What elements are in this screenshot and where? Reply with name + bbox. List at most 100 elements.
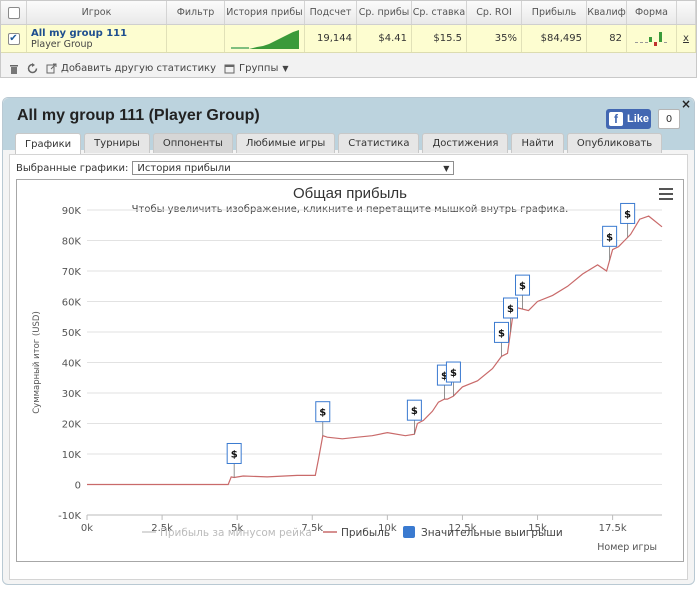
row-checkbox-cell[interactable]: ✔ xyxy=(1,25,27,52)
table-row[interactable]: ✔ All my group 111 Player Group 19,144 $… xyxy=(1,25,696,53)
chart-title: Общая прибыль xyxy=(292,185,408,202)
tab-find[interactable]: Найти xyxy=(511,133,564,153)
chart-select-row: Выбранные графики: История прибыли ▼ xyxy=(16,161,455,175)
profit-history-sparkline xyxy=(225,25,305,52)
player-group-panel: All my group 111 (Player Group) × f Like… xyxy=(2,97,695,585)
legend-label: Прибыль за минусом рейка xyxy=(160,527,312,539)
qualif-cell: 82 xyxy=(587,25,627,52)
tab-publish[interactable]: Опубликовать xyxy=(566,133,663,153)
header-profit-history[interactable]: История прибы xyxy=(225,1,305,24)
add-stat-button[interactable]: Добавить другую статистику xyxy=(46,63,216,74)
big-win-flag xyxy=(445,361,461,383)
filter-cell xyxy=(167,25,225,52)
count-cell: 19,144 xyxy=(305,25,357,52)
chart-plot: -10K 0 10K 20K 30K 40K 50K 60K 70K 80K 90K 0k 2.5k 5k… xyxy=(32,202,663,553)
tab-achievements[interactable]: Достижения xyxy=(422,133,509,153)
chart-menu-icon[interactable] xyxy=(659,188,673,203)
panel-body: Выбранные графики: История прибыли ▼ Общ… xyxy=(9,154,688,580)
profit-cell: $84,495 xyxy=(522,25,587,52)
form-cell xyxy=(627,25,677,52)
big-win-flag-label: $ xyxy=(507,304,514,315)
header-qualif[interactable]: Квалиф xyxy=(587,1,627,24)
avg-roi-cell: 35% xyxy=(467,25,522,52)
remove-row-link[interactable]: x xyxy=(677,25,696,52)
big-win-flag-label: $ xyxy=(498,328,505,339)
external-link-icon xyxy=(46,63,57,73)
profit-series-line xyxy=(87,215,663,486)
select-all-checkbox[interactable] xyxy=(7,6,20,19)
legend-swatch xyxy=(403,526,415,538)
add-stat-label: Добавить другую статистику xyxy=(61,62,217,74)
close-icon[interactable]: × xyxy=(680,97,691,111)
like-label: Like xyxy=(627,113,650,125)
big-win-flag-label: $ xyxy=(606,232,613,243)
x-tick-label: 15k xyxy=(528,523,547,534)
header-avg-profit[interactable]: Ср. прибы xyxy=(357,1,412,24)
header-form[interactable]: Форма xyxy=(627,1,677,24)
y-tick-label: 80K xyxy=(62,237,82,248)
header-empty xyxy=(677,1,696,24)
big-win-flag xyxy=(620,202,636,224)
header-profit[interactable]: Прибыль xyxy=(522,1,587,24)
header-filter[interactable]: Фильтр xyxy=(167,1,225,24)
table-toolbar: Добавить другую статистику Группы ▼ xyxy=(1,57,696,79)
y-tick-label: 10K xyxy=(62,450,82,461)
big-win-flag-label: $ xyxy=(624,209,631,220)
big-win-flag-label: $ xyxy=(450,368,457,379)
big-win-flag-label: $ xyxy=(319,408,326,419)
player-cell[interactable]: All my group 111 Player Group xyxy=(27,25,167,52)
chevron-down-icon: ▼ xyxy=(282,63,289,73)
tab-tournaments[interactable]: Турниры xyxy=(84,133,150,153)
header-avg-roi[interactable]: Ср. ROI xyxy=(467,1,522,24)
chart-select[interactable]: История прибыли ▼ xyxy=(132,161,455,175)
big-win-flag-label: $ xyxy=(519,281,526,292)
y-tick-label: 20K xyxy=(62,420,82,431)
panel-title: All my group 111 (Player Group) xyxy=(17,107,260,124)
y-axis-label: Суммарный итог (USD) xyxy=(32,311,42,414)
sparkline-graph xyxy=(230,29,299,49)
panel-tabs: Графики Турниры Оппоненты Любимые игры С… xyxy=(15,133,663,154)
tab-charts[interactable]: Графики xyxy=(15,133,82,154)
y-tick-label: 40K xyxy=(62,359,82,370)
refresh-icon[interactable] xyxy=(27,62,38,74)
y-tick-label: 60K xyxy=(62,298,82,309)
profit-chart[interactable]: Общая прибыль Чтобы увеличить изображени… xyxy=(16,179,684,562)
y-tick-label: -10K xyxy=(58,511,81,522)
table-header: Игрок Фильтр История прибы Подсчет Ср. п… xyxy=(1,1,696,25)
big-win-flag xyxy=(602,225,618,247)
y-tick-label: 70K xyxy=(62,267,82,278)
big-win-flag xyxy=(226,442,242,464)
header-select-all[interactable] xyxy=(1,1,27,24)
x-tick-label: 5k xyxy=(231,523,243,534)
y-tick-label: 0 xyxy=(75,481,81,492)
chart-select-label: Выбранные графики: xyxy=(16,162,129,174)
facebook-like-button[interactable]: f Like xyxy=(606,109,651,129)
tab-statistics[interactable]: Статистика xyxy=(338,133,420,153)
stats-table-panel: Игрок Фильтр История прибы Подсчет Ср. п… xyxy=(0,0,697,78)
form-bars xyxy=(634,31,667,46)
y-tick-label: 50K xyxy=(62,328,82,339)
tab-favorite-games[interactable]: Любимые игры xyxy=(235,133,336,153)
y-tick-label: 90K xyxy=(62,206,82,217)
x-axis-label: Номер игры xyxy=(597,542,657,553)
header-player[interactable]: Игрок xyxy=(27,1,167,24)
x-tick-label: 0k xyxy=(81,523,93,534)
groups-icon xyxy=(224,64,235,73)
groups-dropdown[interactable]: Группы ▼ xyxy=(224,63,289,74)
like-count: 0 xyxy=(658,109,680,129)
big-win-flag-label: $ xyxy=(441,371,448,382)
tab-opponents[interactable]: Оппоненты xyxy=(152,133,233,153)
big-win-flag xyxy=(515,274,531,296)
big-win-flag xyxy=(315,401,331,423)
groups-label: Группы xyxy=(239,62,279,74)
header-count[interactable]: Подсчет xyxy=(305,1,357,24)
dropdown-arrow-icon: ▼ xyxy=(443,163,450,173)
trash-icon[interactable] xyxy=(9,63,19,74)
panel-header: All my group 111 (Player Group) × f Like… xyxy=(3,97,694,154)
facebook-icon: f xyxy=(609,112,623,126)
player-name[interactable]: All my group 111 xyxy=(31,27,128,39)
header-avg-stake[interactable]: Ср. ставка xyxy=(412,1,467,24)
chart-select-value: История прибыли xyxy=(137,162,231,174)
row-checkbox[interactable]: ✔ xyxy=(7,32,20,45)
x-tick-label: 2.5k xyxy=(151,523,173,534)
